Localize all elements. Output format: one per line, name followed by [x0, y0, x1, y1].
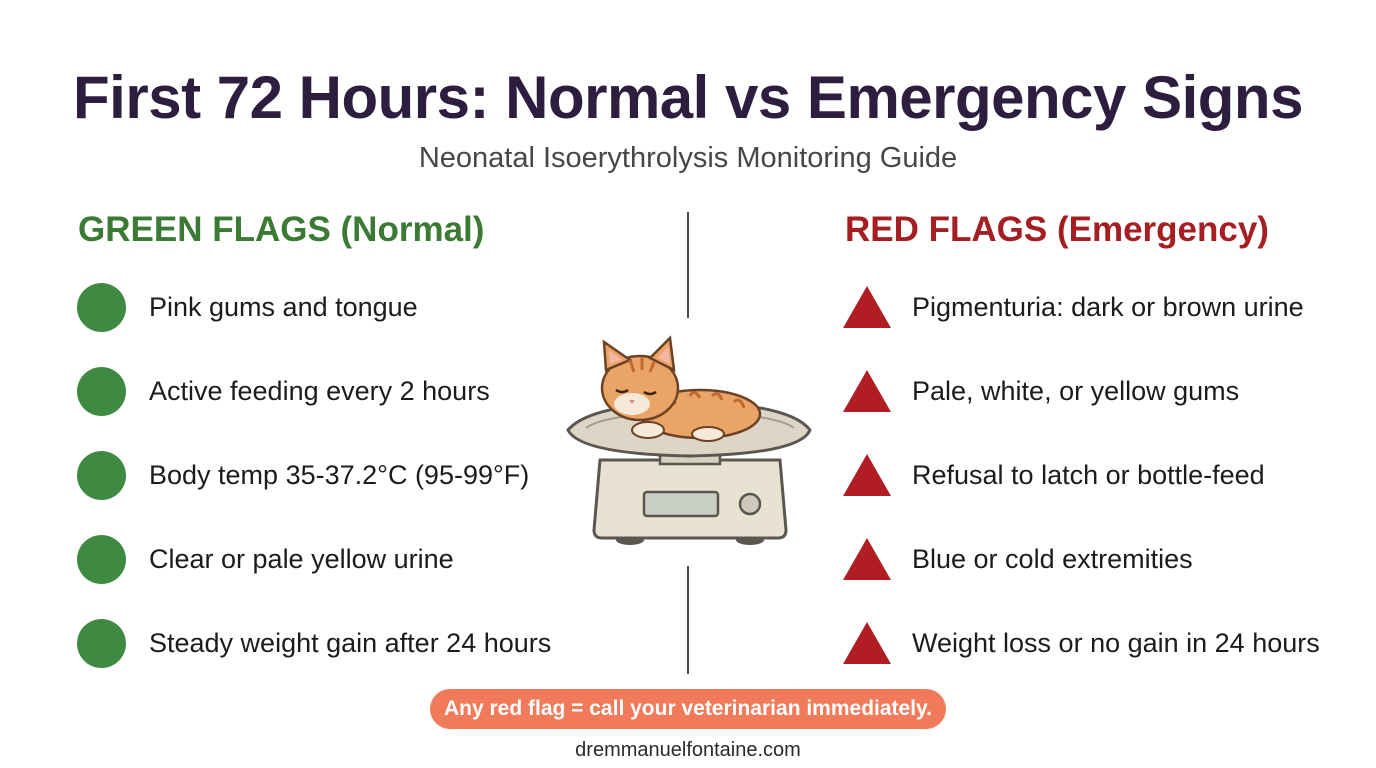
warning-triangle-icon: [843, 286, 891, 328]
red-flag-text: Blue or cold extremities: [912, 544, 1193, 574]
red-flag-item: Pigmenturia: dark or brown urine: [842, 281, 1304, 333]
red-flag-text: Weight loss or no gain in 24 hours: [912, 628, 1320, 658]
green-flag-text: Body temp 35-37.2°C (95-99°F): [149, 460, 530, 490]
website-footer: dremmanuelfontaine.com: [575, 739, 801, 761]
green-flag-text: Steady weight gain after 24 hours: [149, 628, 552, 658]
red-flags-heading: RED FLAGS (Emergency): [845, 210, 1269, 249]
green-circle-icon: [77, 450, 126, 500]
green-circle-icon: [77, 282, 126, 332]
green-flag-text: Clear or pale yellow urine: [149, 544, 454, 574]
warning-triangle-icon: [843, 454, 891, 496]
green-flags-heading: GREEN FLAGS (Normal): [78, 210, 485, 249]
red-flag-text: Pale, white, or yellow gums: [912, 376, 1240, 406]
green-flag-item: Steady weight gain after 24 hours: [77, 617, 551, 669]
green-circle-icon: [77, 618, 126, 668]
red-flag-text: Refusal to latch or bottle-feed: [912, 460, 1265, 490]
column-divider-bottom: [687, 566, 689, 674]
warning-triangle-icon: [843, 538, 891, 580]
green-circle-icon: [77, 534, 126, 584]
page-title: First 72 Hours: Normal vs Emergency Sign…: [73, 64, 1303, 131]
red-flag-item: Blue or cold extremities: [842, 533, 1193, 585]
green-circle-icon: [77, 366, 126, 416]
red-flag-item: Refusal to latch or bottle-feed: [842, 449, 1265, 501]
green-flag-item: Active feeding every 2 hours: [77, 365, 490, 417]
warning-triangle-icon: [843, 370, 891, 412]
red-flag-item: Pale, white, or yellow gums: [842, 365, 1239, 417]
green-flag-item: Body temp 35-37.2°C (95-99°F): [77, 449, 529, 501]
red-flag-text: Pigmenturia: dark or brown urine: [912, 292, 1304, 322]
warning-triangle-icon: [843, 622, 891, 664]
green-flag-text: Active feeding every 2 hours: [149, 376, 490, 406]
kitten-on-scale-icon: [566, 335, 812, 545]
veterinarian-callout-banner: Any red flag = call your veterinarian im…: [430, 689, 946, 729]
green-flag-item: Clear or pale yellow urine: [77, 533, 454, 585]
red-flag-item: Weight loss or no gain in 24 hours: [842, 617, 1320, 669]
green-flag-text: Pink gums and tongue: [149, 292, 418, 322]
page-subtitle: Neonatal Isoerythrolysis Monitoring Guid…: [418, 142, 958, 174]
column-divider-top: [687, 212, 689, 318]
green-flag-item: Pink gums and tongue: [77, 281, 418, 333]
